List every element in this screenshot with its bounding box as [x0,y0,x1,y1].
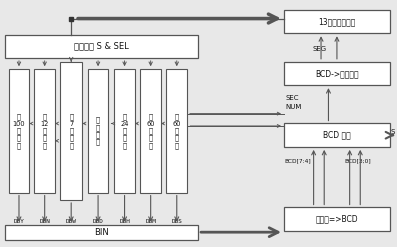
Bar [284,62,390,85]
Text: DBM: DBM [145,219,156,224]
Bar [60,62,82,200]
Bar [88,69,108,193]
Bar [166,69,187,193]
Bar [284,10,390,33]
Text: 13个七段显示器: 13个七段显示器 [318,17,356,26]
Text: BCD[7:4]: BCD[7:4] [284,159,311,164]
Text: DBD: DBD [93,219,104,224]
Text: DBW: DBW [66,219,77,224]
Text: 扫描电路 S & SEL: 扫描电路 S & SEL [74,42,129,51]
Text: DBS: DBS [172,219,182,224]
Text: DBN: DBN [39,219,50,224]
Bar [284,124,390,147]
Bar [5,35,198,58]
Text: 二进制=>BCD: 二进制=>BCD [316,215,358,224]
Text: 模
24
计
数
器: 模 24 计 数 器 [120,113,129,149]
Bar [35,69,55,193]
Text: 模
12
计
数
器: 模 12 计 数 器 [40,113,49,149]
Text: S: S [390,129,395,135]
Text: BCD->七段电路: BCD->七段电路 [315,69,359,78]
Bar [114,69,135,193]
Text: 模
7
计
数
器: 模 7 计 数 器 [69,113,73,149]
Text: 模
100
计
数
器: 模 100 计 数 器 [13,113,25,149]
Text: SEG: SEG [312,46,327,52]
Bar [9,69,29,193]
Text: BCD[3;0]: BCD[3;0] [344,159,371,164]
Bar [284,207,390,231]
Text: BIN: BIN [94,228,109,237]
Bar [141,69,161,193]
Text: 模
60
计
数
器: 模 60 计 数 器 [146,113,155,149]
Text: BCD 选择: BCD 选择 [323,131,351,140]
Bar [5,225,198,240]
Text: DBY: DBY [13,219,25,224]
Text: 模
60
计
数
器: 模 60 计 数 器 [173,113,181,149]
Text: SEC: SEC [285,95,299,101]
Text: DBH: DBH [119,219,130,224]
Text: 日
计
数
器: 日 计 数 器 [96,117,100,145]
Text: NUM: NUM [285,104,302,110]
